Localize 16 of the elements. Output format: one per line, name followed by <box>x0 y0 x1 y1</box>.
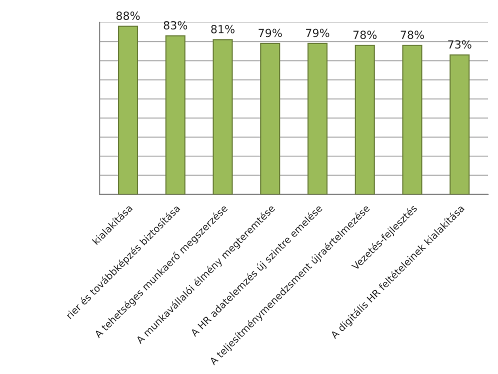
data-label: 81% <box>211 24 234 34</box>
bar <box>165 35 186 194</box>
bar <box>212 39 233 194</box>
data-label: 79% <box>306 28 330 38</box>
data-label: 78% <box>400 30 424 40</box>
bar <box>307 42 328 194</box>
data-label: 88% <box>116 12 140 20</box>
bar <box>354 44 375 194</box>
bar <box>260 42 280 194</box>
bar <box>450 54 470 194</box>
bar <box>118 26 138 194</box>
bar <box>402 44 422 194</box>
data-label: 78% <box>353 30 377 40</box>
data-label: 79% <box>258 28 282 38</box>
data-label: 73% <box>448 40 472 49</box>
data-label: 83% <box>164 21 188 30</box>
